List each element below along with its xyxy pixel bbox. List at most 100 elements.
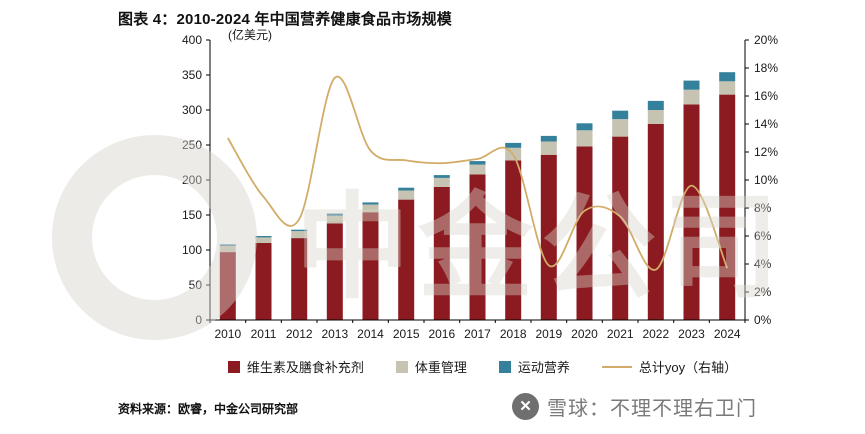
bar-segment bbox=[433, 187, 450, 320]
right-axis-tick-label: 10% bbox=[754, 173, 778, 187]
x-axis-tick-label: 2016 bbox=[428, 327, 455, 341]
legend-item: 运动营养 bbox=[498, 357, 570, 376]
legend-label: 总计yoy（右轴） bbox=[638, 360, 738, 375]
bar-segment bbox=[540, 154, 557, 320]
bar-segment bbox=[576, 146, 593, 320]
x-axis-tick-label: 2019 bbox=[535, 327, 562, 341]
bar-segment bbox=[398, 199, 415, 320]
x-axis-tick-label: 2024 bbox=[714, 327, 741, 341]
bar-segment bbox=[505, 142, 522, 148]
bar-segment bbox=[219, 244, 236, 246]
x-axis-tick-label: 2011 bbox=[251, 327, 277, 341]
bar-segment bbox=[398, 190, 415, 200]
x-axis-tick-label: 2012 bbox=[286, 327, 313, 341]
legend-item: 体重管理 bbox=[395, 357, 467, 376]
bar-segment bbox=[362, 204, 379, 213]
left-axis-tick-label: 400 bbox=[182, 33, 202, 47]
left-axis-tick-label: 100 bbox=[182, 243, 202, 257]
bar-segment bbox=[683, 89, 700, 105]
bar-segment bbox=[505, 160, 522, 320]
x-axis-tick-label: 2022 bbox=[642, 327, 669, 341]
right-axis-tick-label: 6% bbox=[754, 229, 772, 243]
bar-segment bbox=[291, 238, 308, 320]
bar-segment bbox=[362, 212, 379, 320]
legend-color-swatch bbox=[227, 360, 240, 373]
bar-segment bbox=[219, 252, 236, 320]
legend-color-swatch bbox=[395, 360, 408, 373]
legend-item: 总计yoy（右轴） bbox=[601, 357, 738, 376]
x-axis-tick-label: 2015 bbox=[393, 327, 420, 341]
left-axis-tick-label: 350 bbox=[182, 68, 202, 82]
bar-segment bbox=[683, 80, 700, 90]
chart-title: 图表 4：2010-2024 年中国营养健康食品市场规模 bbox=[118, 11, 453, 28]
bar-segment bbox=[612, 136, 629, 320]
xueqiu-logo-icon: ✕ bbox=[512, 393, 539, 420]
left-axis-tick-label: 200 bbox=[182, 173, 202, 187]
bar-segment bbox=[469, 164, 486, 175]
bar-segment bbox=[398, 187, 415, 191]
bar-segment bbox=[469, 174, 486, 320]
right-axis-tick-label: 18% bbox=[754, 61, 778, 75]
x-axis-tick-label: 2013 bbox=[321, 327, 348, 341]
bar-segment bbox=[433, 177, 450, 187]
bar-segment bbox=[326, 223, 343, 320]
bar-segment bbox=[362, 202, 379, 205]
legend-color-swatch bbox=[498, 360, 511, 373]
chart-legend: 维生素及膳食补充剂 体重管理 运动营养 总计yoy（右轴） bbox=[165, 357, 800, 376]
bar-segment bbox=[469, 161, 486, 165]
legend-label: 维生素及膳食补充剂 bbox=[246, 360, 364, 375]
legend-line-swatch bbox=[601, 365, 632, 368]
right-axis-tick-label: 14% bbox=[754, 117, 778, 131]
xueqiu-brand: ✕ 雪球：不理不理右卫门 bbox=[512, 392, 757, 421]
bar-segment bbox=[612, 110, 629, 120]
bar-segment bbox=[291, 231, 308, 239]
x-axis-tick-label: 2023 bbox=[678, 327, 705, 341]
x-axis-tick-label: 2018 bbox=[500, 327, 527, 341]
bar-segment bbox=[719, 72, 736, 82]
bar-segment bbox=[719, 94, 736, 320]
bar-segment bbox=[683, 104, 700, 321]
x-axis-tick-label: 2014 bbox=[357, 327, 384, 341]
bar-segment bbox=[576, 123, 593, 131]
bar-segment bbox=[612, 119, 629, 137]
bar-segment bbox=[219, 245, 236, 253]
x-axis-tick-label: 2021 bbox=[607, 327, 634, 341]
left-axis-tick-label: 300 bbox=[182, 103, 202, 117]
source-note: 资料来源：欧睿，中金公司研究部 bbox=[118, 402, 299, 416]
right-axis-tick-label: 12% bbox=[754, 145, 778, 159]
yoy-line bbox=[227, 75, 729, 271]
x-axis-tick-label: 2020 bbox=[571, 327, 598, 341]
bar-segment bbox=[255, 237, 272, 243]
left-axis-unit-label: (亿美元) bbox=[228, 28, 272, 42]
bar-segment bbox=[647, 124, 664, 320]
right-axis-tick-label: 20% bbox=[754, 33, 778, 47]
bar-segment bbox=[576, 130, 593, 147]
bar-segment bbox=[433, 175, 450, 178]
left-axis-tick-label: 50 bbox=[189, 278, 203, 292]
left-axis-tick-label: 150 bbox=[182, 208, 202, 222]
x-axis-tick-label: 2010 bbox=[214, 327, 241, 341]
bar-segment bbox=[540, 135, 557, 142]
right-axis-tick-label: 0% bbox=[754, 313, 772, 327]
right-axis-tick-label: 4% bbox=[754, 257, 772, 271]
bar-segment bbox=[291, 229, 308, 232]
bar-segment bbox=[647, 110, 664, 124]
right-axis-tick-label: 8% bbox=[754, 201, 772, 215]
legend-label: 体重管理 bbox=[414, 360, 467, 375]
left-axis-tick-label: 250 bbox=[182, 138, 202, 152]
bar-segment bbox=[719, 81, 736, 95]
xueqiu-brand-text: 雪球：不理不理右卫门 bbox=[547, 398, 757, 420]
right-axis-tick-label: 16% bbox=[754, 89, 778, 103]
legend-label: 运动营养 bbox=[517, 360, 570, 375]
bar-segment bbox=[647, 100, 664, 110]
bar-segment bbox=[255, 236, 272, 238]
bar-segment bbox=[326, 213, 343, 216]
legend-item: 维生素及膳食补充剂 bbox=[227, 357, 364, 376]
market-size-chart: 2010 2011 2012 2013 2014 2015 2016 2017 2018 2019… bbox=[182, 33, 778, 341]
bar-segment bbox=[326, 215, 343, 224]
x-axis-tick-label: 2017 bbox=[464, 327, 491, 341]
bar-segment bbox=[540, 141, 557, 155]
left-axis-tick-label: 0 bbox=[195, 313, 202, 327]
right-axis-tick-label: 2% bbox=[754, 285, 772, 299]
